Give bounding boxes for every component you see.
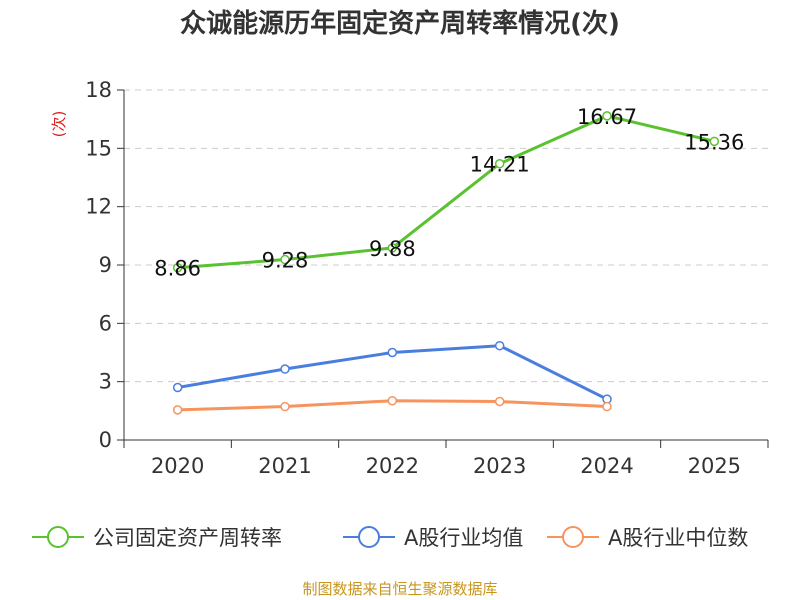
data-label: 14.21	[470, 153, 530, 177]
data-point	[387, 395, 398, 406]
chart-title: 众诚能源历年固定资产周转率情况(次)	[180, 8, 620, 39]
data-point	[280, 401, 290, 412]
legend-label: 公司固定资产周转率	[93, 526, 282, 550]
data-point	[387, 243, 398, 253]
data-label: 8.86	[154, 257, 201, 281]
grid-layer	[124, 89, 768, 383]
x-tick-label: 2020	[151, 454, 204, 478]
data-point	[280, 254, 290, 265]
legend-label: A股行业中位数	[608, 526, 748, 550]
y-tick-label: 3	[99, 370, 112, 394]
data-point	[172, 405, 183, 415]
data-label: 16.67	[577, 105, 637, 129]
legend-label: A股行业均值	[404, 526, 523, 550]
y-tick-label: 0	[99, 428, 112, 452]
y-tick-label: 9	[99, 253, 112, 277]
x-tick-label: 2023	[473, 454, 526, 478]
y-axis-label: (次)	[50, 111, 68, 138]
data-point	[494, 396, 505, 407]
source-note: 制图数据来自恒生聚源数据库	[302, 580, 497, 598]
data-point	[494, 158, 505, 169]
data-label-layer: 8.86 9.28 9.88 14.21 16.67 15.36	[154, 105, 744, 281]
x-tick-label: 2025	[688, 454, 741, 478]
data-point	[172, 382, 183, 393]
data-point	[280, 364, 290, 374]
data-point	[172, 262, 183, 273]
legend: 公司固定资产周转率 A股行业均值 A股行业中位数	[32, 526, 748, 550]
legend-marker	[47, 526, 69, 548]
data-label: 15.36	[684, 130, 744, 154]
y-tick-label: 12	[85, 195, 112, 219]
data-point	[602, 111, 612, 121]
axis-layer: 0 3 6 9 12 15 18 2020 2021 2022 2023 2024 2025	[85, 78, 769, 478]
y-tick-label: 6	[99, 311, 112, 335]
data-point	[709, 136, 720, 147]
data-label: 9.88	[369, 237, 416, 261]
x-tick-label: 2022	[366, 454, 419, 478]
x-tick-label: 2021	[258, 454, 311, 478]
data-point	[602, 401, 612, 412]
data-label: 9.28	[262, 249, 309, 273]
x-tick-label: 2024	[580, 454, 633, 478]
legend-marker	[562, 526, 584, 548]
data-point	[494, 340, 505, 351]
data-point	[387, 347, 398, 358]
y-tick-label: 15	[85, 136, 112, 160]
legend-marker	[358, 526, 380, 548]
series-layer	[172, 111, 720, 415]
y-tick-label: 18	[85, 78, 112, 102]
series-line	[177, 114, 715, 270]
